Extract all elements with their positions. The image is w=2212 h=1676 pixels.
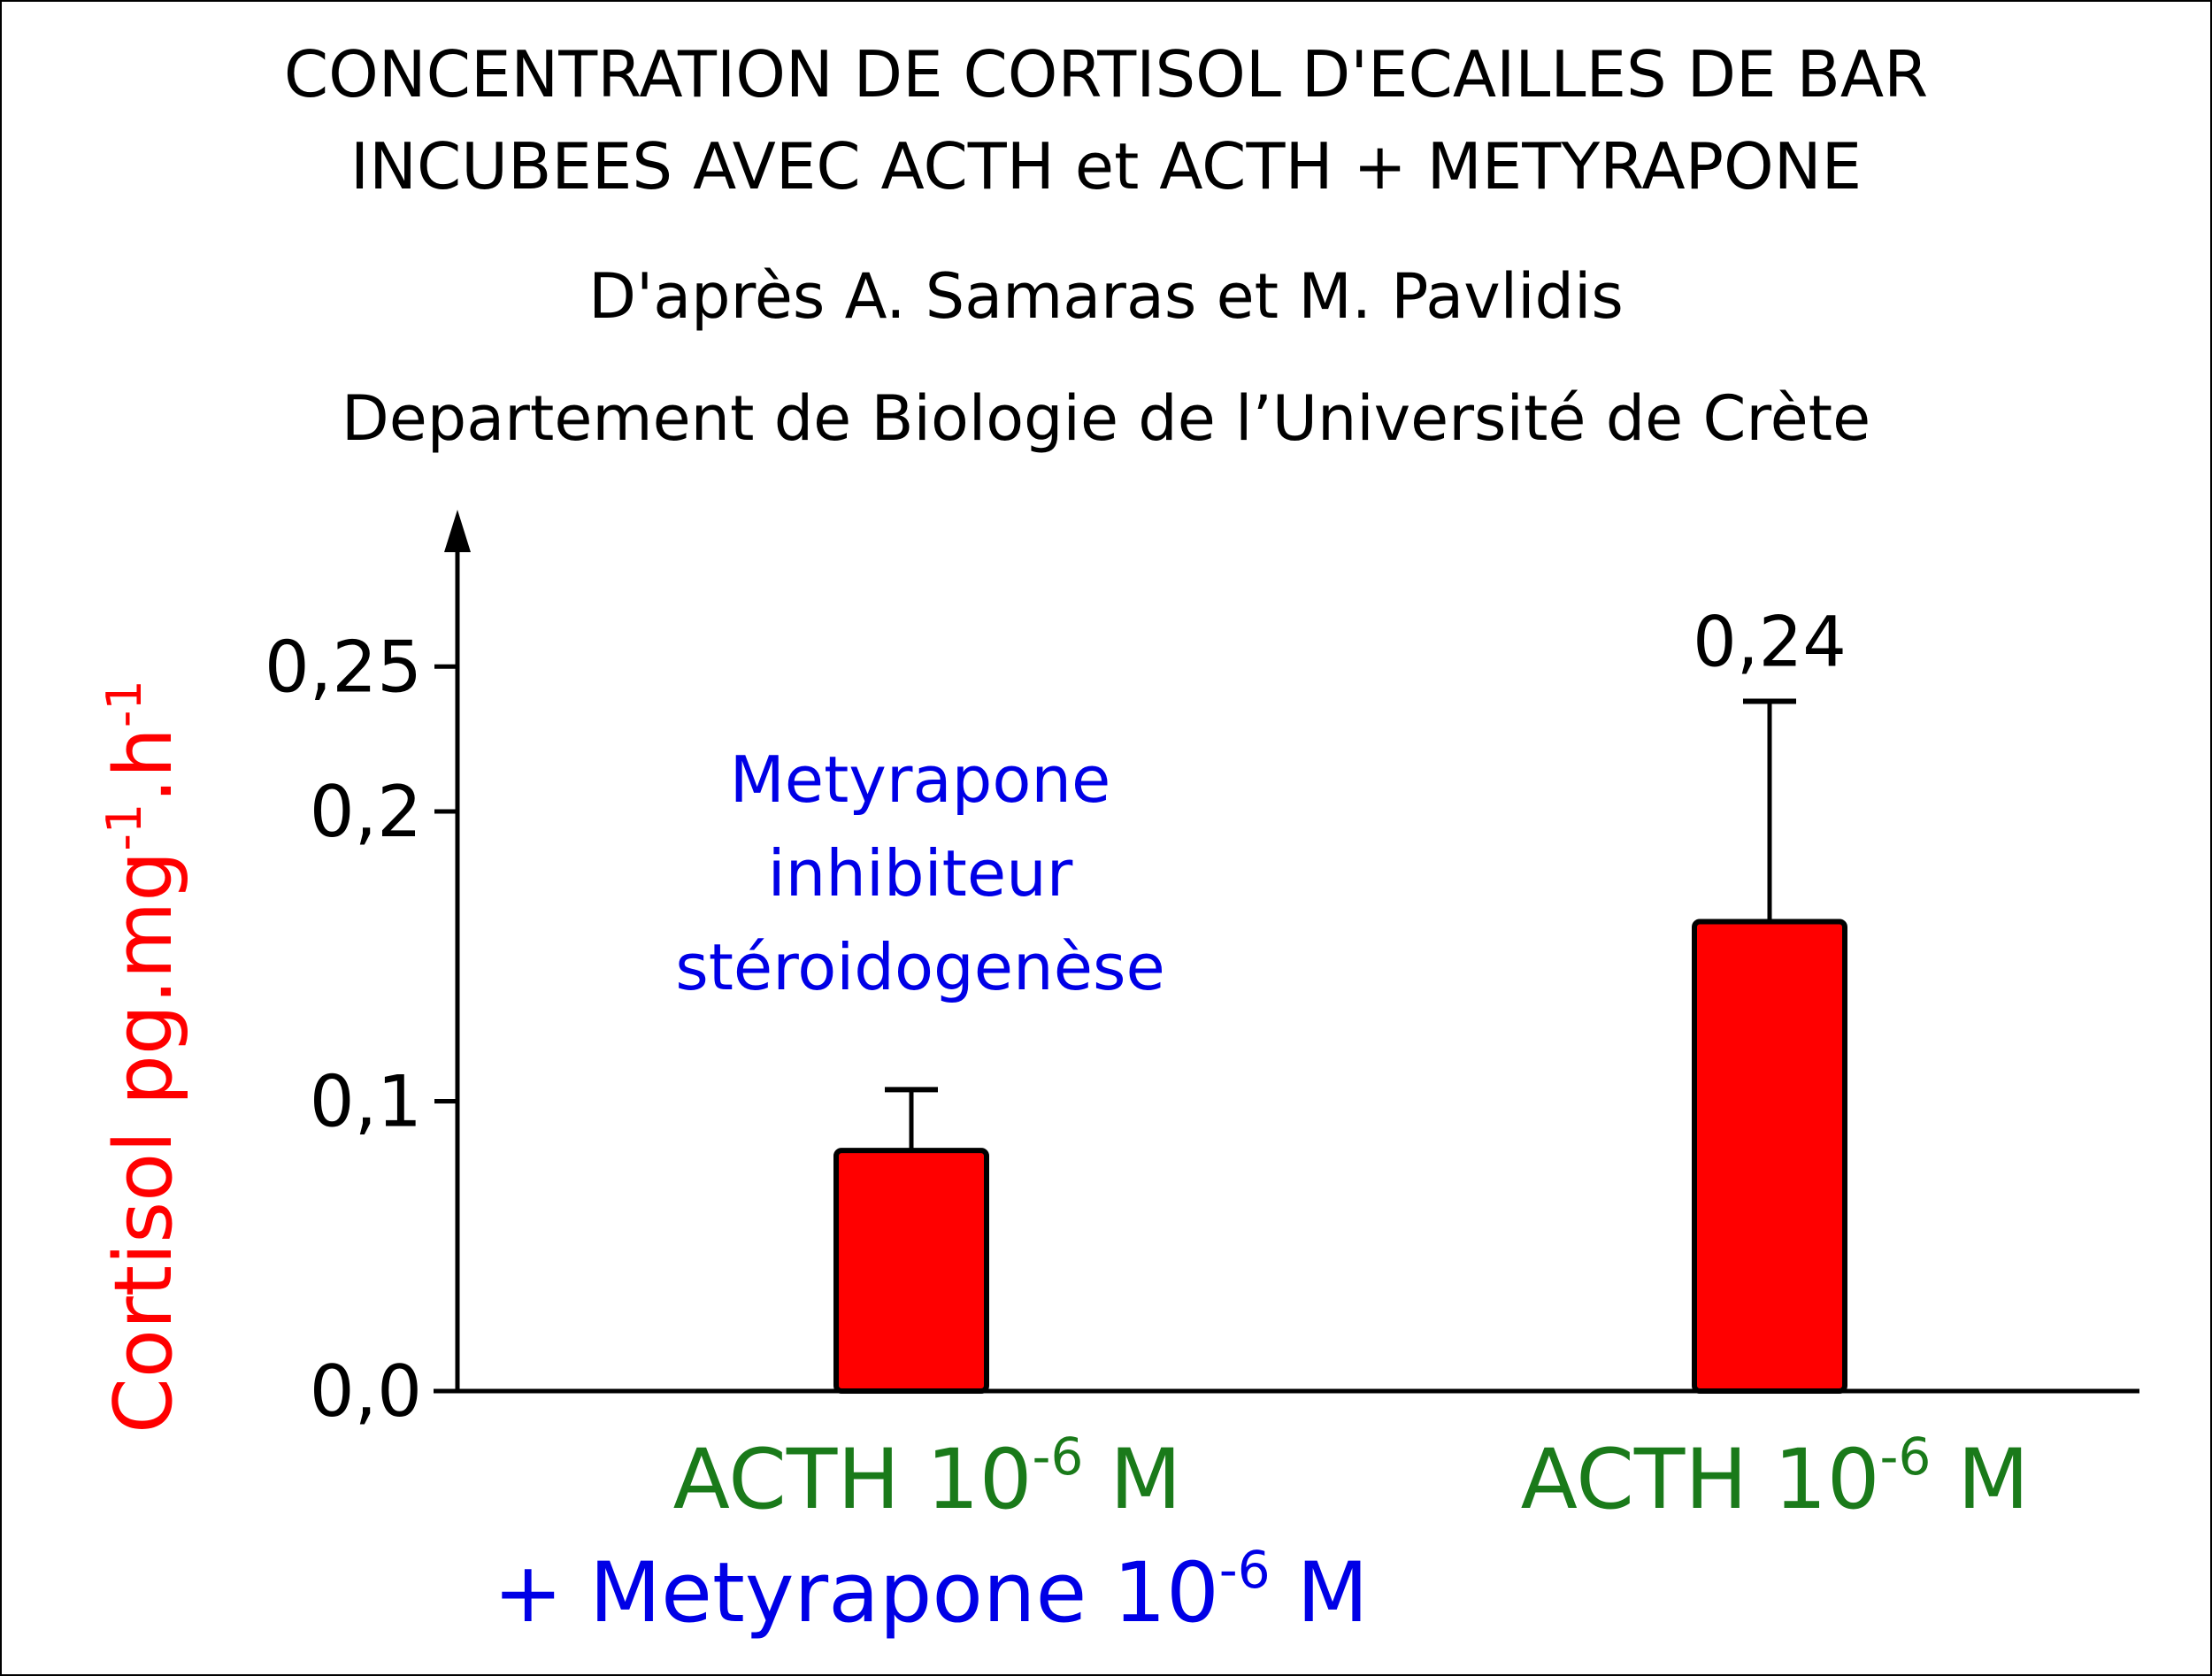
bar xyxy=(1692,919,1847,1394)
credit-department: Departement de Biologie de l’Université … xyxy=(341,382,1871,455)
bars xyxy=(833,919,1847,1395)
y-tick-label: 0,1 xyxy=(310,1061,422,1143)
y-axis-label-mid: .h xyxy=(97,727,190,803)
bar xyxy=(833,1148,989,1395)
chart-title-line-1: CONCENTRATION DE CORTISOL D'ECAILLES DE … xyxy=(283,37,1929,111)
y-ticks: 0,0 0,1 0,2 0,25 xyxy=(265,626,457,1433)
value-labels: 0,24 xyxy=(1693,604,1847,683)
y-tick-label: 0,0 xyxy=(310,1350,422,1433)
y-axis-label-sup-1: -1 xyxy=(96,803,152,851)
category-label-metyrapone-line: + Metyrapone 10-6 M xyxy=(493,1540,1368,1641)
y-tick-label: 0,25 xyxy=(265,626,422,708)
category-label-acth-metyrapone: ACTH 10-6 M xyxy=(673,1426,1182,1528)
annotation-line-3: stéroidogenèse xyxy=(675,930,1165,1004)
y-axis-label-sup-2: -1 xyxy=(96,680,152,727)
annotation-line-1: Metyrapone xyxy=(730,742,1111,817)
y-axis-label-main: Cortisol pg.mg xyxy=(97,851,190,1434)
data-label: 0,24 xyxy=(1693,604,1847,683)
y-axis-label: Cortisol pg.mg-1.h-1 xyxy=(96,680,190,1434)
credit-authors: D'après A. Samaras et M. Pavlidis xyxy=(588,260,1624,333)
y-axis-arrow xyxy=(444,510,471,552)
error-bars xyxy=(885,698,1796,1151)
category-label-acth: ACTH 10-6 M xyxy=(1521,1426,2030,1528)
y-tick-label: 0,2 xyxy=(310,771,422,853)
chart-title-line-2: INCUBEES AVEC ACTH et ACTH + METYRAPONE xyxy=(349,129,1863,204)
annotation-line-2: inhibiteur xyxy=(768,836,1073,911)
